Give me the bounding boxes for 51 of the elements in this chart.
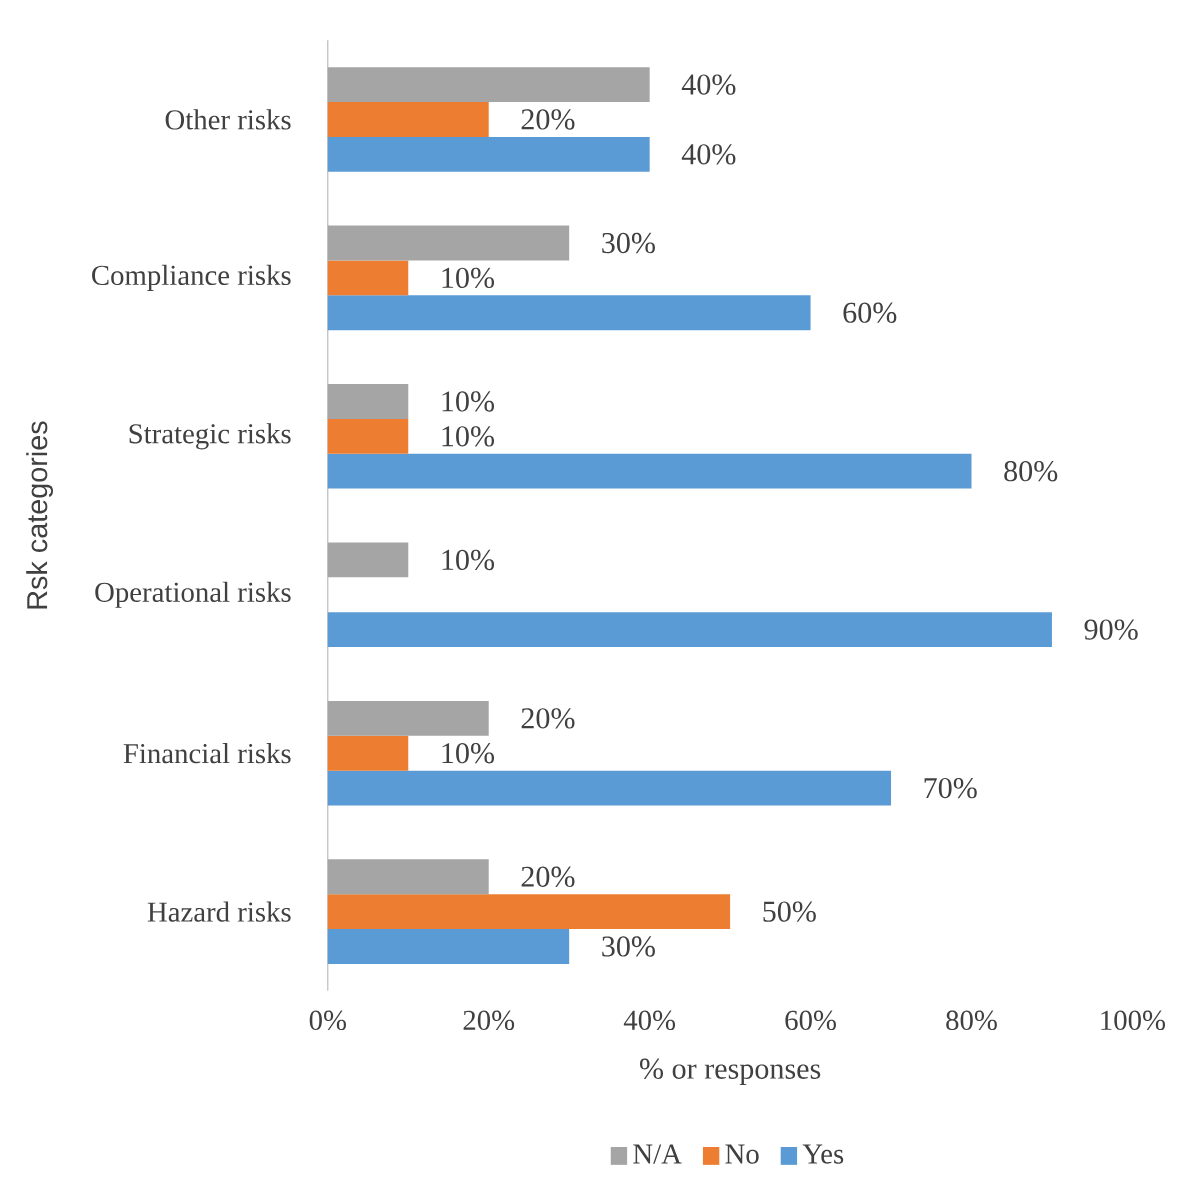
x-tick-label: 80% (946, 1010, 997, 1031)
x-axis-title: % or responses (639, 1058, 821, 1086)
bar (327, 612, 1052, 648)
bar (327, 453, 972, 489)
data-label: 20% (521, 866, 575, 888)
bar (327, 735, 409, 771)
data-label: 30% (602, 936, 655, 957)
bar (327, 136, 650, 172)
y-tick-label: Compliance risks (92, 264, 291, 291)
y-tick-label: Strategic risks (129, 423, 291, 450)
bar (327, 260, 409, 296)
data-label: 20% (521, 708, 575, 729)
data-label: 10% (442, 743, 495, 764)
bar (327, 102, 489, 137)
data-label: 80% (1004, 461, 1058, 482)
data-label: 30% (602, 232, 655, 254)
data-label: 90% (1084, 619, 1138, 640)
data-label: 70% (924, 777, 977, 799)
data-label: 60% (843, 302, 897, 324)
data-label: 40% (681, 144, 736, 165)
y-tick-label: Operational risks (95, 581, 291, 608)
data-label: 10% (442, 549, 495, 571)
bar (327, 542, 409, 578)
bar (327, 384, 409, 419)
bar (327, 67, 650, 103)
legend-label: Yes (802, 1144, 844, 1164)
bar (327, 418, 409, 454)
data-label: 50% (763, 901, 816, 922)
x-tick-label: 60% (785, 1010, 836, 1031)
data-label: 10% (442, 267, 495, 289)
y-tick-label: Hazard risks (147, 901, 291, 922)
x-tick-label: 100% (1101, 1010, 1166, 1031)
bar (327, 295, 811, 331)
legend-label: N/A (633, 1144, 682, 1164)
bar (327, 225, 570, 261)
bar (327, 859, 489, 895)
x-tick-label: 0% (309, 1010, 346, 1031)
x-tick-label: 20% (463, 1010, 515, 1031)
bar (327, 894, 731, 930)
data-label: 10% (442, 391, 495, 412)
y-axis-title: Rsk categories (26, 421, 54, 609)
y-tick-label: Financial risks (123, 743, 291, 764)
y-tick-label: Other risks (165, 109, 291, 130)
bar (327, 929, 570, 964)
x-tick-label: 40% (623, 1010, 676, 1031)
legend-label: No (725, 1144, 759, 1164)
data-label: 40% (681, 74, 736, 95)
data-label: 10% (442, 426, 495, 447)
bar (327, 770, 892, 806)
bar (327, 700, 489, 736)
data-label: 20% (521, 109, 575, 130)
